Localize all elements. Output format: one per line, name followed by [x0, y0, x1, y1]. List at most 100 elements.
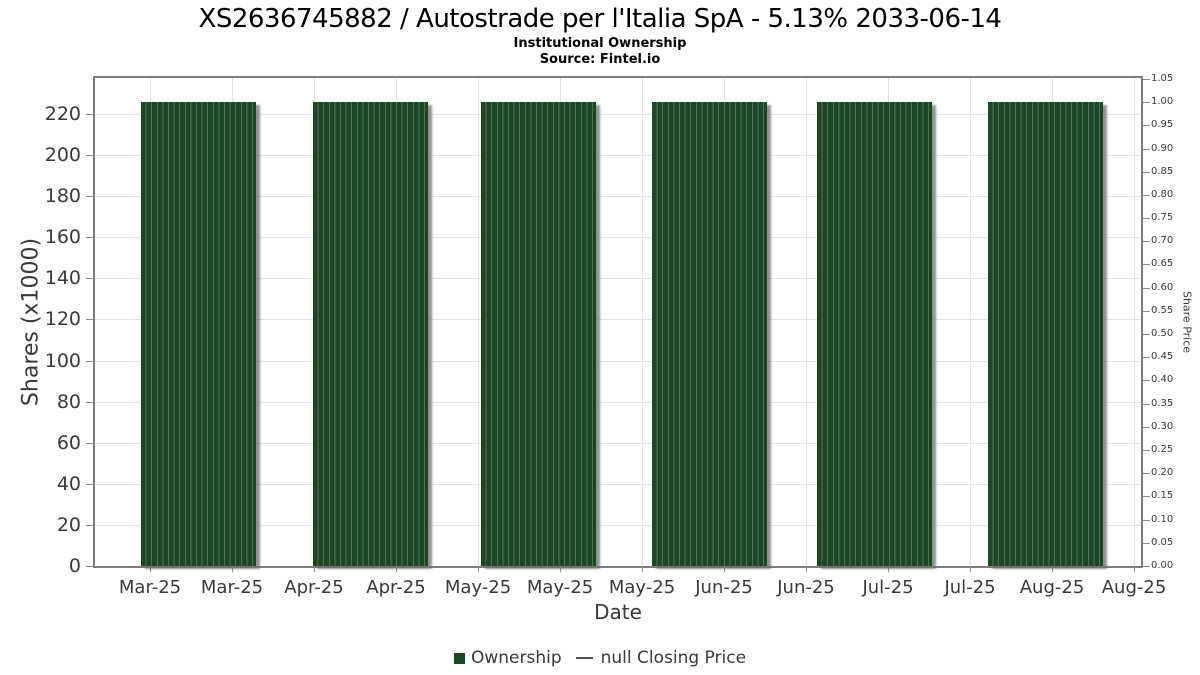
y-tick-label: 220 — [44, 102, 81, 125]
y2-tick-mark — [1143, 380, 1150, 382]
y-tick-mark — [86, 278, 93, 280]
y2-tick-label: 1.00 — [1151, 96, 1174, 108]
y-tick-label: 60 — [56, 431, 81, 454]
y-tick-mark — [86, 442, 93, 444]
x-tick-mark — [806, 566, 807, 572]
ownership-bar[interactable] — [817, 101, 932, 566]
y-tick-label: 100 — [44, 349, 81, 372]
y2-tick-mark — [1143, 357, 1150, 359]
legend-label-closing-price: null Closing Price — [600, 648, 747, 668]
y2-tick-label: 0.30 — [1151, 420, 1174, 432]
x-tick-label: May-25 — [608, 577, 676, 598]
y2-tick-mark — [1143, 218, 1150, 220]
h-gridline — [95, 196, 1141, 198]
y2-tick-mark — [1143, 542, 1150, 544]
x-tick-label: Mar-25 — [118, 577, 182, 598]
y2-tick-mark — [1143, 171, 1150, 173]
h-gridline — [95, 401, 1141, 403]
y-tick-mark — [86, 113, 93, 115]
x-tick-mark — [888, 566, 889, 572]
y2-tick-mark — [1143, 519, 1150, 521]
y-tick-mark — [86, 360, 93, 362]
y2-tick-mark — [1143, 310, 1150, 312]
x-tick-label: Aug-25 — [1019, 577, 1085, 598]
y2-tick-label: 0.05 — [1151, 536, 1174, 548]
y2-tick-label: 0.75 — [1151, 212, 1174, 224]
y2-tick-mark — [1143, 264, 1150, 266]
legend-square-swatch — [453, 652, 465, 664]
x-axis-title: Date — [594, 600, 642, 624]
y2-tick-label: 0.20 — [1151, 467, 1174, 479]
x-tick-label: Apr-25 — [366, 577, 426, 598]
y2-tick-mark — [1143, 78, 1150, 80]
y2-tick-label: 0.95 — [1151, 119, 1174, 131]
y2-tick-label: 0.60 — [1151, 281, 1174, 293]
ownership-bar[interactable] — [652, 101, 767, 566]
x-tick-mark — [724, 566, 725, 572]
y2-tick-label: 0.90 — [1151, 142, 1174, 154]
y-tick-label: 20 — [56, 513, 81, 536]
y2-tick-mark — [1143, 102, 1150, 104]
v-gridline — [478, 78, 479, 566]
x-tick-label: Aug-25 — [1101, 577, 1167, 598]
h-gridline — [95, 483, 1141, 485]
legend: Ownership null Closing Price — [0, 644, 1200, 672]
chart-title: XS2636745882 / Autostrade per l'Italia S… — [198, 4, 1002, 34]
legend-item-ownership[interactable]: Ownership — [453, 648, 562, 668]
y2-tick-label: 0.10 — [1151, 513, 1174, 525]
x-tick-mark — [232, 566, 233, 572]
y-tick-mark — [86, 237, 93, 239]
source-label: Source: Fintel.io — [539, 52, 661, 67]
x-tick-label: Jul-25 — [862, 577, 914, 598]
y-tick-label: 80 — [56, 390, 81, 413]
y2-tick-mark — [1143, 496, 1150, 498]
ownership-bar[interactable] — [988, 101, 1103, 566]
legend-line-swatch — [575, 656, 593, 660]
y2-tick-label: 0.70 — [1151, 235, 1174, 247]
y-tick-label: 120 — [44, 308, 81, 331]
x-tick-mark — [1052, 566, 1053, 572]
h-gridline — [95, 113, 1141, 115]
x-tick-mark — [396, 566, 397, 572]
x-tick-label: Mar-25 — [200, 577, 264, 598]
y-tick-mark — [86, 483, 93, 485]
y2-tick-mark — [1143, 473, 1150, 475]
y2-tick-mark — [1143, 334, 1150, 336]
y2-tick-mark — [1143, 125, 1150, 127]
y2-tick-mark — [1143, 450, 1150, 452]
ownership-bar[interactable] — [481, 101, 596, 566]
y-tick-mark — [86, 524, 93, 526]
y-tick-mark — [86, 319, 93, 321]
h-gridline — [95, 155, 1141, 157]
legend-item-closing-price[interactable]: null Closing Price — [562, 648, 746, 668]
y2-tick-mark — [1143, 566, 1150, 567]
x-tick-mark — [560, 566, 561, 572]
x-tick-label: Jun-25 — [695, 577, 753, 598]
y-tick-label: 0 — [68, 555, 81, 577]
x-tick-mark — [1134, 566, 1135, 572]
x-tick-label: Jun-25 — [777, 577, 835, 598]
y2-tick-label: 0.00 — [1151, 560, 1174, 571]
x-tick-mark — [314, 566, 315, 572]
y2-tick-label: 0.40 — [1151, 374, 1174, 386]
y2-tick-label: 0.25 — [1151, 444, 1174, 456]
ownership-bar[interactable] — [141, 101, 256, 566]
x-tick-label: Jul-25 — [944, 577, 996, 598]
x-tick-label: May-25 — [526, 577, 594, 598]
y2-tick-mark — [1143, 403, 1150, 405]
ownership-bar[interactable] — [313, 101, 428, 566]
x-tick-mark — [150, 566, 151, 572]
h-gridline — [95, 524, 1141, 526]
h-gridline — [95, 442, 1141, 444]
y2-tick-mark — [1143, 241, 1150, 243]
v-gridline — [806, 78, 807, 566]
legend-label-ownership: Ownership — [470, 648, 562, 668]
plot-area: Shares (x1000) Share Price Date 0 20 40 60 8… — [19, 73, 1194, 624]
x-tick-mark — [970, 566, 971, 572]
y2-tick-label: 0.50 — [1151, 328, 1174, 340]
x-tick-label: Apr-25 — [284, 577, 344, 598]
y2-axis-title: Share Price — [1180, 290, 1194, 354]
y-tick-mark — [86, 196, 93, 198]
y-tick-label: 180 — [44, 185, 81, 208]
